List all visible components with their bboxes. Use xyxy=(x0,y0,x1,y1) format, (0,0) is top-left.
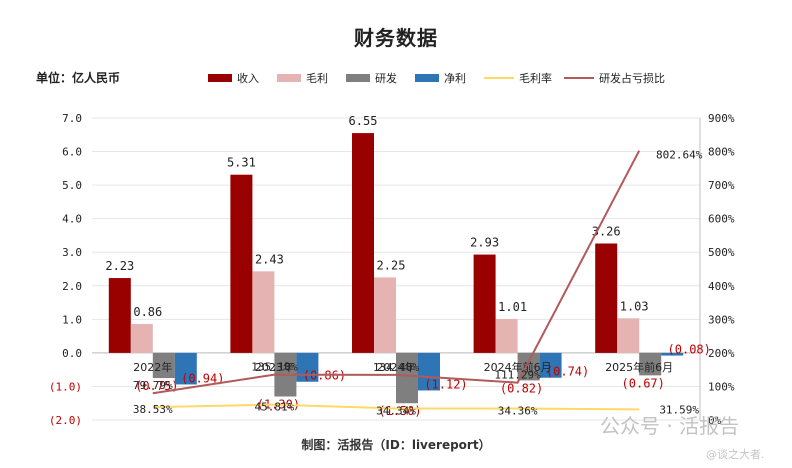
bar-label: (1.12) xyxy=(424,377,467,391)
bar-label: 2.43 xyxy=(255,252,284,266)
legend-item-revenue: 收入 xyxy=(208,70,259,86)
legend-swatch xyxy=(484,77,514,79)
y-left-tick-label: 6.0 xyxy=(62,146,82,159)
bar-label: (0.94) xyxy=(181,371,224,385)
watermark: 公众号 · 活报告 xyxy=(600,414,740,438)
legend-swatch xyxy=(346,74,370,82)
line-label: 34.34% xyxy=(376,404,416,417)
legend-item-rnd-loss-ratio: 研发占亏损比 xyxy=(564,70,665,86)
y-left-tick-label: 0.0 xyxy=(62,347,82,360)
line-label: 135.10% xyxy=(251,361,298,374)
watermark-subtext: @谈之大者. xyxy=(706,448,765,461)
legend-item-rnd: 研发 xyxy=(346,70,397,86)
y-right-tick-label: 200% xyxy=(708,347,735,360)
line-label: 79.79% xyxy=(133,379,173,392)
x-tick-label: 2025年前6月 xyxy=(605,360,673,374)
x-tick-label: 2023年 xyxy=(255,360,294,374)
y-right-tick-label: 700% xyxy=(708,179,735,192)
y-right-tick-label: 500% xyxy=(708,246,735,259)
y-left-tick-label: 4.0 xyxy=(62,213,82,226)
legend-label: 研发占亏损比 xyxy=(599,72,665,85)
bar-2-2 xyxy=(396,352,418,404)
bar-label: 2.25 xyxy=(377,258,406,272)
bar-label: 1.01 xyxy=(498,300,527,314)
y-right-tick-label: 900% xyxy=(708,112,735,125)
legend-label: 净利 xyxy=(444,72,466,85)
bar-0-4 xyxy=(595,243,618,353)
y-right-tick-label: 400% xyxy=(708,280,735,293)
line-label: 31.59% xyxy=(659,403,699,416)
line-label: 38.53% xyxy=(133,403,173,416)
bar-1-0 xyxy=(130,324,153,353)
bar-label: 6.55 xyxy=(349,114,378,128)
legend-swatch xyxy=(277,74,301,82)
line-label: 111.29% xyxy=(494,369,541,382)
y-left-tick-label: (1.0) xyxy=(49,380,82,393)
y-right-tick-label: 0% xyxy=(708,414,722,427)
line-series-0 xyxy=(152,403,640,411)
legend-item-net-profit: 净利 xyxy=(415,70,466,86)
chart-footer: 制图：活报告（ID：livereport） xyxy=(301,438,491,452)
y-left-tick-label: 3.0 xyxy=(62,246,82,259)
y-right-tick-label: 600% xyxy=(708,213,735,226)
legend-label: 研发 xyxy=(375,72,397,85)
bar-label: 1.03 xyxy=(620,299,649,313)
legend-swatch xyxy=(564,77,594,79)
bar-label: (0.08) xyxy=(668,343,711,357)
legend-label: 毛利 xyxy=(306,72,328,85)
legend-item-gross-margin: 毛利率 xyxy=(484,70,552,86)
y-left-tick-label: (2.0) xyxy=(49,414,82,427)
bar-0-3 xyxy=(473,254,496,353)
y-right-tick-label: 100% xyxy=(708,380,735,393)
bar-3-3 xyxy=(539,352,562,378)
bar-1-3 xyxy=(495,318,518,353)
bar-label: 2.93 xyxy=(470,236,499,250)
bar-1-1 xyxy=(252,271,275,353)
bar-1-2 xyxy=(374,277,396,353)
bar-2-0 xyxy=(152,352,175,379)
line-label: 802.64% xyxy=(656,149,703,162)
bar-0-1 xyxy=(230,174,253,353)
bar-2-4 xyxy=(639,352,662,376)
bar-label: 2.23 xyxy=(105,259,134,273)
unit-label: 单位：亿人民币 xyxy=(36,71,121,85)
bar-3-2 xyxy=(418,352,440,391)
x-tick-label: 2024年前6月 xyxy=(484,360,552,374)
x-tick-label: 2022年 xyxy=(133,360,172,374)
legend-label: 收入 xyxy=(237,72,259,85)
y-left-tick-label: 5.0 xyxy=(62,179,82,192)
bar-3-0 xyxy=(174,352,197,385)
line-label: 45.81% xyxy=(255,401,295,414)
legend-swatch xyxy=(208,74,232,82)
legend-label: 毛利率 xyxy=(519,72,552,85)
y-left-tick-label: 2.0 xyxy=(62,280,82,293)
bar-label: (0.75) xyxy=(135,379,178,393)
bar-label: 0.86 xyxy=(133,305,162,319)
bar-label: (0.67) xyxy=(622,376,665,390)
legend-swatch xyxy=(415,74,439,82)
y-left-tick-label: 1.0 xyxy=(62,313,82,326)
bar-0-0 xyxy=(108,278,131,353)
bar-1-4 xyxy=(617,318,640,353)
bar-0-2 xyxy=(352,133,374,353)
line-label: 34.36% xyxy=(498,404,538,417)
line-series-1 xyxy=(152,150,641,395)
x-tick-label: 2024年 xyxy=(377,360,416,374)
bar-label: (0.82) xyxy=(500,381,543,395)
line-label: 134.40% xyxy=(373,361,420,374)
y-left-tick-label: 7.0 xyxy=(62,112,82,125)
bar-3-4 xyxy=(661,352,684,356)
bar-label: 5.31 xyxy=(227,156,256,170)
chart-title: 财务数据 xyxy=(354,26,438,50)
legend-item-gross-profit: 毛利 xyxy=(277,70,328,86)
bar-label: (0.74) xyxy=(546,365,589,379)
y-right-tick-label: 300% xyxy=(708,313,735,326)
y-right-tick-label: 800% xyxy=(708,146,735,159)
